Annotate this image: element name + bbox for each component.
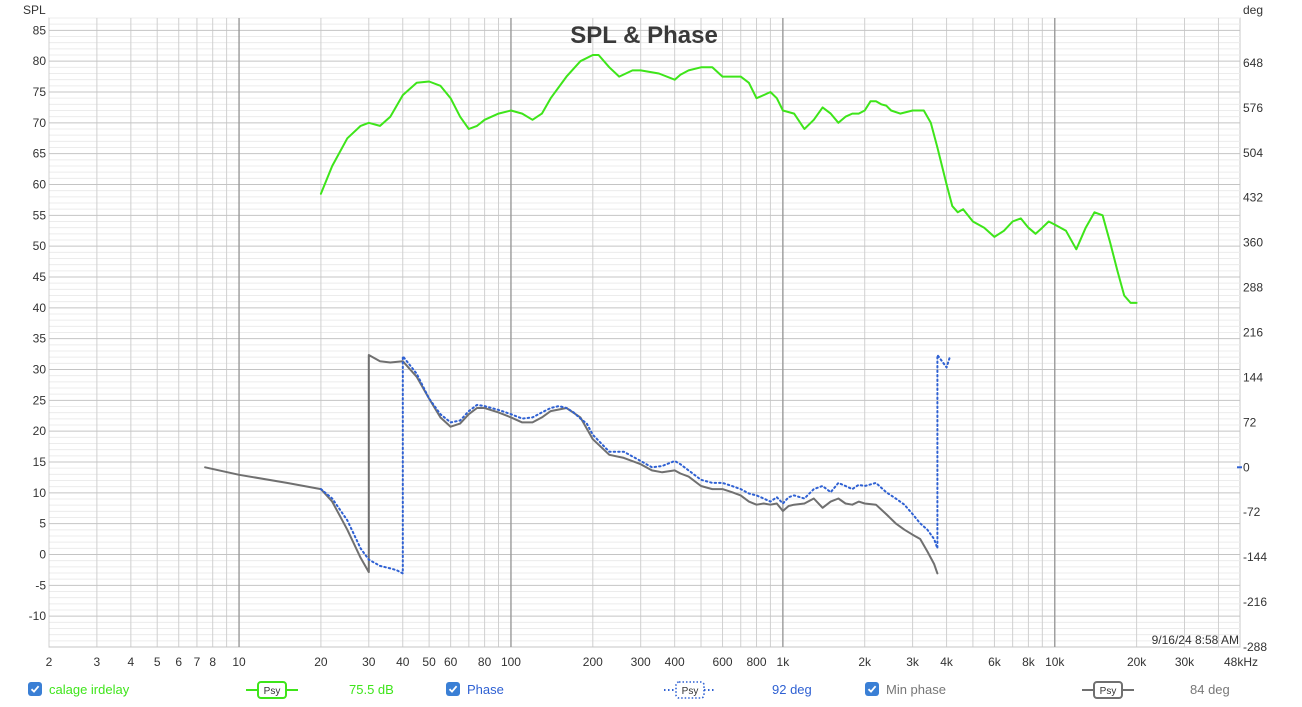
right-tick-label: -72 — [1243, 505, 1261, 519]
legend-item-calage: calage irdelay — [28, 674, 129, 704]
right-tick-label: -216 — [1243, 595, 1267, 609]
left-tick-label: -10 — [29, 609, 47, 623]
x-tick-label: 2 — [46, 655, 53, 669]
minphase-value: 84 deg — [1190, 681, 1230, 697]
left-tick-label: 50 — [33, 239, 47, 253]
left-tick-label: 15 — [33, 455, 47, 469]
minphase-label[interactable]: Min phase — [886, 681, 946, 697]
x-tick-label: 5 — [154, 655, 161, 669]
right-axis-label: deg — [1243, 3, 1263, 17]
left-tick-label: 20 — [33, 424, 47, 438]
right-tick-label: 144 — [1243, 370, 1263, 384]
left-tick-label: 25 — [33, 393, 47, 407]
x-tick-label: 3k — [906, 655, 920, 669]
phase-value-wrap: 92 deg — [772, 674, 812, 704]
right-tick-label: 504 — [1243, 146, 1263, 160]
legend-item-phase: Phase — [446, 674, 504, 704]
x-tick-label: 800 — [746, 655, 766, 669]
left-tick-label: 5 — [39, 517, 46, 531]
series-line-min-phase — [204, 354, 939, 575]
x-tick-label: 10 — [232, 655, 246, 669]
x-tick-label: 400 — [665, 655, 685, 669]
left-tick-label: 75 — [33, 85, 47, 99]
series-line-phase — [319, 354, 951, 575]
x-tick-label: 8k — [1022, 655, 1036, 669]
x-tick-label: 8 — [209, 655, 216, 669]
left-tick-label: 65 — [33, 147, 47, 161]
right-tick-label: -144 — [1243, 550, 1267, 564]
right-tick-label: 648 — [1243, 56, 1263, 70]
right-tick-label: -288 — [1243, 640, 1267, 654]
x-tick-label: 100 — [501, 655, 521, 669]
x-tick-label: 48kHz — [1224, 655, 1258, 669]
phase-value: 92 deg — [772, 681, 812, 697]
x-tick-label: 80 — [478, 655, 492, 669]
legend-bar: calage irdelay Psy 75.5 dB Phase Psy 92 … — [0, 674, 1302, 704]
left-tick-label: 85 — [33, 23, 47, 37]
left-tick-label: 30 — [33, 363, 47, 377]
x-tick-label: 30k — [1175, 655, 1195, 669]
left-tick-label: 10 — [33, 486, 47, 500]
minphase-value-wrap: 84 deg — [1190, 674, 1230, 704]
x-tick-label: 200 — [583, 655, 603, 669]
checkmark-icon — [448, 685, 458, 693]
right-tick-label: 216 — [1243, 326, 1263, 340]
x-tick-label: 4 — [128, 655, 135, 669]
legend-item-minphase: Min phase — [865, 674, 946, 704]
right-tick-label: 360 — [1243, 236, 1263, 250]
x-tick-label: 60 — [444, 655, 458, 669]
checkmark-icon — [867, 685, 877, 693]
phase-checkbox[interactable] — [446, 682, 460, 696]
left-tick-label: 70 — [33, 116, 47, 130]
chart-title: SPL & Phase — [570, 22, 718, 49]
calage-checkbox[interactable] — [28, 682, 42, 696]
x-tick-label: 20 — [314, 655, 328, 669]
right-tick-label: 72 — [1243, 415, 1257, 429]
right-tick-label: 576 — [1243, 101, 1263, 115]
x-tick-label: 600 — [713, 655, 733, 669]
right-tick-label: 432 — [1243, 191, 1263, 205]
calage-value-wrap: 75.5 dB — [349, 674, 394, 704]
left-tick-label: 45 — [33, 270, 47, 284]
x-tick-label: 10k — [1045, 655, 1065, 669]
x-tick-label: 7 — [194, 655, 201, 669]
x-tick-label: 300 — [631, 655, 651, 669]
calage-value: 75.5 dB — [349, 681, 394, 697]
x-tick-label: 6k — [988, 655, 1002, 669]
left-tick-label: 0 — [39, 548, 46, 562]
phase-line-sample[interactable]: Psy — [664, 681, 716, 699]
calage-sample-text: Psy — [264, 686, 281, 697]
checkmark-icon — [30, 685, 40, 693]
left-tick-label: -5 — [35, 578, 46, 592]
x-tick-label: 40 — [396, 655, 410, 669]
x-tick-label: 1k — [777, 655, 791, 669]
x-tick-label: 6 — [175, 655, 182, 669]
right-tick-label: 0 — [1243, 460, 1250, 474]
phase-label[interactable]: Phase — [467, 681, 504, 697]
phase-sample-text: Psy — [682, 686, 699, 697]
left-tick-label: 35 — [33, 332, 47, 346]
minphase-line-sample[interactable]: Psy — [1082, 681, 1134, 699]
minphase-sample-text: Psy — [1100, 686, 1117, 697]
left-tick-label: 80 — [33, 54, 47, 68]
minphase-checkbox[interactable] — [865, 682, 879, 696]
calage-line-sample[interactable]: Psy — [246, 681, 298, 699]
x-tick-label: 20k — [1127, 655, 1147, 669]
right-tick-label: 288 — [1243, 281, 1263, 295]
left-tick-label: 60 — [33, 178, 47, 192]
series-line-calage-irdelay — [319, 54, 1138, 304]
x-tick-label: 3 — [94, 655, 101, 669]
x-tick-label: 4k — [940, 655, 954, 669]
left-axis-label: SPL — [23, 3, 46, 17]
left-tick-label: 55 — [33, 208, 47, 222]
x-tick-label: 50 — [422, 655, 436, 669]
x-tick-label: 30 — [362, 655, 376, 669]
left-tick-label: 40 — [33, 301, 47, 315]
calage-label[interactable]: calage irdelay — [49, 681, 130, 697]
timestamp: 9/16/24 8:58 AM — [1152, 633, 1239, 647]
spl-phase-chart: -10-50510152025303540455055606570758085 … — [23, 3, 1267, 669]
x-tick-label: 2k — [858, 655, 872, 669]
